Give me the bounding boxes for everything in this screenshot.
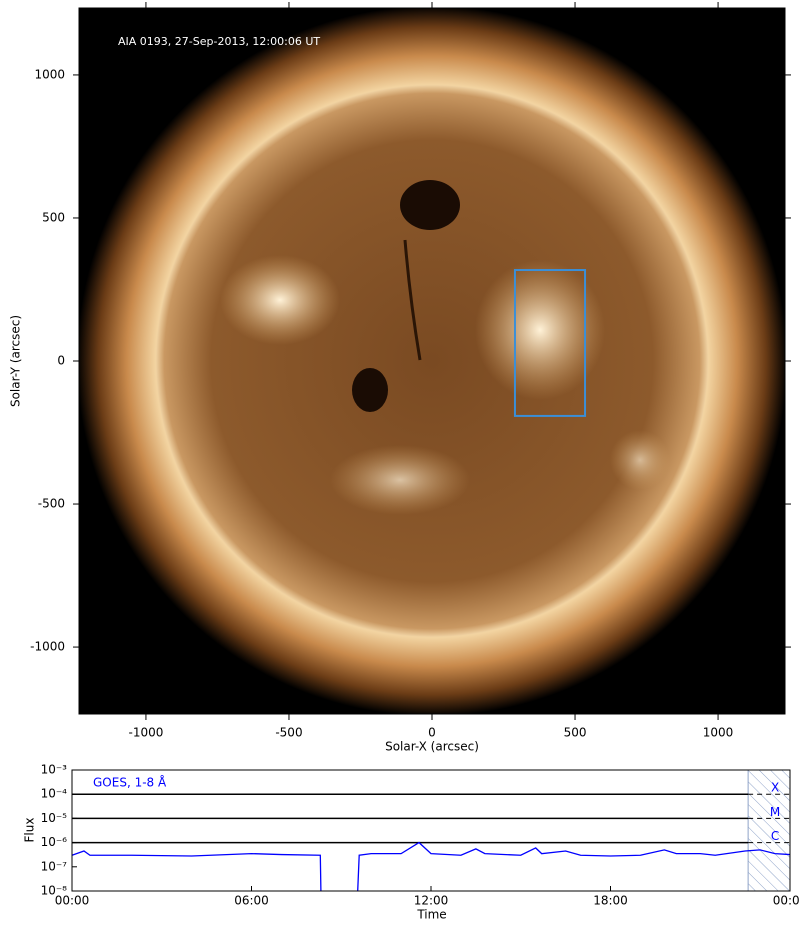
y-tick-label: 1000	[34, 67, 65, 81]
goes-plot-background	[72, 770, 790, 891]
y-tick-label: 10⁻⁷	[41, 859, 68, 873]
level-label: X	[771, 781, 779, 795]
active-region	[220, 255, 340, 345]
level-label: M	[770, 805, 780, 819]
highlight-box	[513, 269, 587, 417]
legend-label: GOES, 1-8 Å	[93, 775, 167, 790]
x-axis-label: Solar-X (arcsec)	[385, 740, 479, 754]
x-tick-label: -500	[275, 726, 302, 740]
y-axis-label: Solar-Y (arcsec)	[9, 315, 23, 407]
x-tick-label: -1000	[129, 726, 164, 740]
y-tick-label: -1000	[30, 640, 65, 654]
shaded-region	[747, 769, 791, 892]
y-tick-label: 0	[57, 354, 65, 368]
x-tick-label: 06:00	[234, 894, 269, 908]
solar-image	[79, 8, 785, 714]
y-tick-label: 10⁻⁴	[41, 787, 68, 801]
x-tick-label: 500	[564, 726, 587, 740]
plot-frame	[71, 769, 791, 892]
y-tick-label: 10⁻⁸	[41, 884, 68, 898]
y-tick-label: 10⁻³	[41, 763, 68, 777]
x-tick-label: 1000	[703, 726, 734, 740]
x-tick-label: 0	[428, 726, 436, 740]
flux-line	[71, 841, 791, 892]
solar-disk	[156, 85, 708, 637]
y-tick-label: 500	[42, 210, 65, 224]
filament	[403, 239, 422, 361]
x-tick-label: 00:00	[55, 894, 90, 908]
x-tick-label: 12:00	[414, 894, 449, 908]
y-tick-label: 10⁻⁵	[41, 811, 68, 825]
y-tick-label: 10⁻⁶	[41, 835, 68, 849]
coronal-hole	[352, 368, 388, 412]
x-tick-label: 00:00	[773, 894, 799, 908]
active-region	[475, 260, 605, 400]
x-axis-label: Time	[416, 908, 446, 922]
coronal-hole	[400, 180, 460, 230]
y-tick-label: -500	[38, 497, 65, 511]
image-title: AIA 0193, 27-Sep-2013, 12:00:06 UT	[118, 35, 320, 48]
active-region	[330, 445, 470, 515]
active-region	[610, 430, 670, 490]
level-label: C	[771, 829, 779, 843]
y-axis-label: Flux	[23, 818, 37, 843]
x-tick-label: 18:00	[593, 894, 628, 908]
